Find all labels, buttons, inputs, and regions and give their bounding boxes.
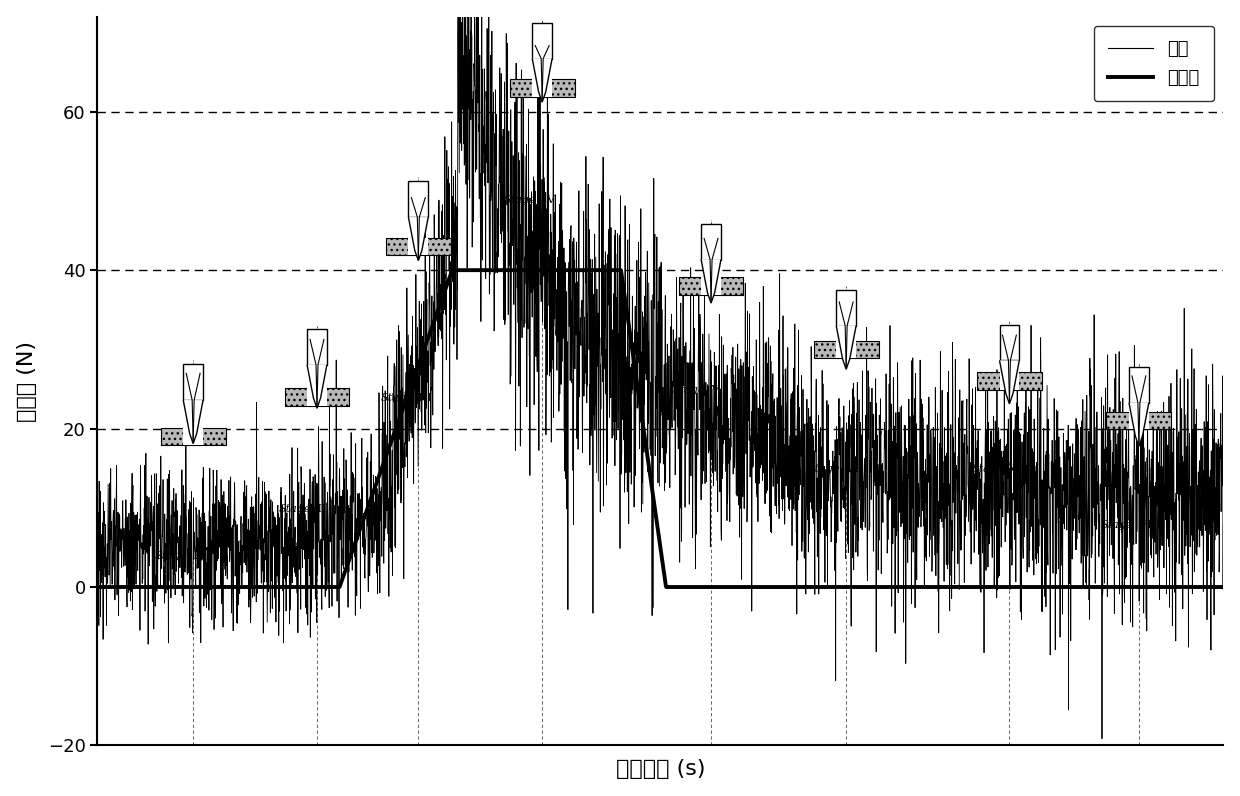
Text: Stage: Stage: [1101, 520, 1133, 529]
FancyBboxPatch shape: [813, 341, 879, 358]
Polygon shape: [701, 259, 720, 303]
FancyBboxPatch shape: [284, 388, 350, 406]
Text: Stage: Stage: [381, 393, 413, 403]
Text: Stage: Stage: [503, 195, 537, 205]
FancyBboxPatch shape: [836, 341, 856, 358]
Polygon shape: [836, 326, 856, 369]
Text: Stage: Stage: [971, 464, 1004, 474]
Text: III: III: [415, 393, 432, 403]
FancyBboxPatch shape: [999, 325, 1019, 361]
FancyBboxPatch shape: [161, 427, 226, 445]
Polygon shape: [532, 59, 552, 102]
Polygon shape: [308, 365, 327, 408]
FancyBboxPatch shape: [678, 277, 744, 295]
FancyBboxPatch shape: [184, 365, 203, 400]
Text: V: V: [708, 385, 719, 395]
Y-axis label: 轴向力 (N): 轴向力 (N): [16, 341, 37, 422]
FancyBboxPatch shape: [701, 277, 720, 295]
FancyBboxPatch shape: [836, 290, 856, 326]
Text: Stage: Stage: [279, 504, 311, 514]
FancyBboxPatch shape: [510, 80, 574, 96]
Text: VIII: VIII: [1136, 520, 1161, 529]
Text: II: II: [314, 504, 326, 514]
FancyBboxPatch shape: [1106, 412, 1172, 429]
Text: Stage: Stage: [155, 552, 187, 561]
Text: VI: VI: [843, 464, 859, 474]
Polygon shape: [408, 217, 428, 260]
X-axis label: 钻削时间 (s): 钻削时间 (s): [615, 759, 706, 779]
FancyBboxPatch shape: [386, 238, 451, 255]
FancyBboxPatch shape: [532, 23, 552, 59]
Legend: 实验, 有限元: 实验, 有限元: [1094, 25, 1214, 101]
FancyBboxPatch shape: [532, 80, 552, 96]
FancyBboxPatch shape: [308, 329, 327, 365]
Text: Stage: Stage: [808, 464, 841, 474]
Text: VII: VII: [1006, 464, 1027, 474]
Polygon shape: [1128, 403, 1148, 447]
Polygon shape: [999, 361, 1019, 404]
FancyBboxPatch shape: [408, 238, 428, 255]
FancyBboxPatch shape: [999, 373, 1019, 390]
Text: I: I: [190, 552, 198, 561]
FancyBboxPatch shape: [701, 224, 720, 259]
FancyBboxPatch shape: [1128, 367, 1148, 403]
Text: Stage: Stage: [673, 385, 706, 395]
Polygon shape: [184, 400, 203, 443]
Text: IV: IV: [539, 195, 554, 205]
FancyBboxPatch shape: [308, 388, 327, 406]
FancyBboxPatch shape: [184, 427, 203, 445]
FancyBboxPatch shape: [408, 181, 428, 217]
FancyBboxPatch shape: [1128, 412, 1148, 429]
FancyBboxPatch shape: [977, 373, 1042, 390]
